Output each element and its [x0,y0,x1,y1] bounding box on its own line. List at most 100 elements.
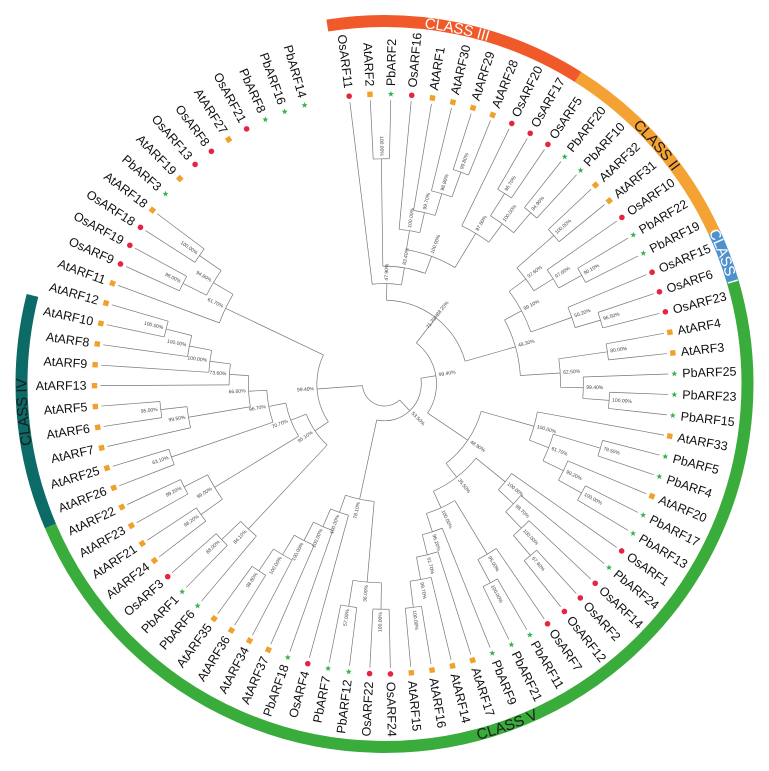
tree-branch [490,193,505,216]
bootstrap-label: 100.00% [502,203,519,223]
pyrus-marker [345,668,352,675]
rice-marker [649,269,655,276]
leaf-label: PbARF5 [671,452,720,477]
tree-branch [101,364,209,373]
bootstrap-label: 100.00% [378,612,384,632]
bootstrap-label: 96.20% [430,534,441,553]
tree-branch [477,559,491,583]
tree-branch [582,398,610,401]
bootstrap-label: 100.00% [489,584,504,605]
leaf-label: OsARF4 [286,669,312,719]
bootstrap-label: 78.10% [352,501,362,519]
tree-arc [316,354,329,422]
tree-arc [294,534,315,546]
arabidopsis-marker [591,181,600,189]
tree-branch [359,419,378,500]
tree-branch [567,460,647,495]
tree-arc [416,342,437,414]
tree-arc [431,190,453,198]
bootstrap-label: 100.00% [430,233,443,254]
leaf-label: AtARF3 [680,340,725,359]
bootstrap-label: 100.00% [554,218,573,236]
arabidopsis-marker [210,614,218,623]
arabidopsis-marker [245,637,254,645]
pyrus-marker [662,453,669,460]
arabidopsis-marker [127,521,136,530]
arabidopsis-marker [408,669,415,676]
tree-branch [468,120,491,176]
leaf-label: OsARF6 [665,267,715,296]
tree-branch [399,399,411,411]
rice-marker [508,120,515,127]
bootstrap-label: 99.20% [165,485,183,498]
tree-branch [445,463,457,478]
tree-arc [362,385,400,407]
bootstrap-label: 100.00% [612,398,633,405]
class-ring-segment-II [574,71,720,235]
tree-branch [558,479,582,494]
tree-branch [127,479,181,505]
rice-marker [618,548,625,554]
pyrus-marker [179,588,186,595]
tree-branch [111,304,169,322]
tree-branch [258,548,274,572]
class-ring-segment-V [44,279,754,753]
tree-branch [602,440,660,456]
pyrus-marker [630,530,637,536]
leaf-label: PbARF12 [334,679,355,735]
bootstrap-label: 36.00% [362,584,370,602]
pyrus-marker [669,412,676,419]
tree-branch [409,581,414,608]
pyrus-marker [489,650,496,656]
tree-arc [597,440,603,457]
tree-branch [585,255,639,283]
tree-arc [577,268,586,283]
tree-arc [386,299,466,362]
tree-arc [330,508,349,516]
tree-branch [366,501,375,583]
bootstrap-label: 100.00% [521,528,539,547]
rice-marker [408,92,415,99]
tree-branch [548,188,592,230]
tree-branch [488,223,503,243]
tree-arc [248,375,251,407]
tree-branch [523,560,561,607]
tree-arc [180,479,189,495]
tree-arc [306,414,328,446]
tree-branch [583,373,669,378]
leaf-label: OsARF11 [335,34,355,89]
bootstrap-label: 98.20% [183,514,201,529]
tree-branch [369,608,374,668]
tree-branch [424,256,432,274]
tree-branch [585,485,638,513]
tree-branch [214,435,299,488]
bootstrap-label: 100.00% [411,610,420,631]
tree-branch [567,274,647,308]
tree-branch [317,385,363,390]
tree-arc [597,312,603,329]
rice-marker [656,288,663,295]
tree-branch [451,172,462,198]
rice-marker [561,608,568,615]
leaf-label: AtARF4 [676,316,722,338]
tree-branch [406,230,410,250]
bootstrap-label: 83.40% [402,247,411,265]
leaf-label: AtARF12 [48,280,101,308]
class-label-IV: CLASS IV [13,378,35,447]
bootstrap-label: 53.50% [410,411,426,428]
leaf-label: PbARF23 [682,388,737,404]
rice-marker [662,309,669,315]
tree-branch [513,535,531,556]
tree-branch [608,408,667,416]
tree-branch [511,473,617,548]
tree-branch [425,317,437,331]
leaf-label: OsARF22 [359,681,376,737]
tree-branch [182,283,207,296]
tree-branch [199,255,222,271]
bootstrap-label: 97.60% [526,264,544,279]
tree-arc [426,500,456,514]
tree-branch [100,384,230,386]
leaf-label: AtARF9 [43,354,88,371]
tree-branch [441,528,491,648]
bootstrap-label: 99.40% [438,370,456,379]
